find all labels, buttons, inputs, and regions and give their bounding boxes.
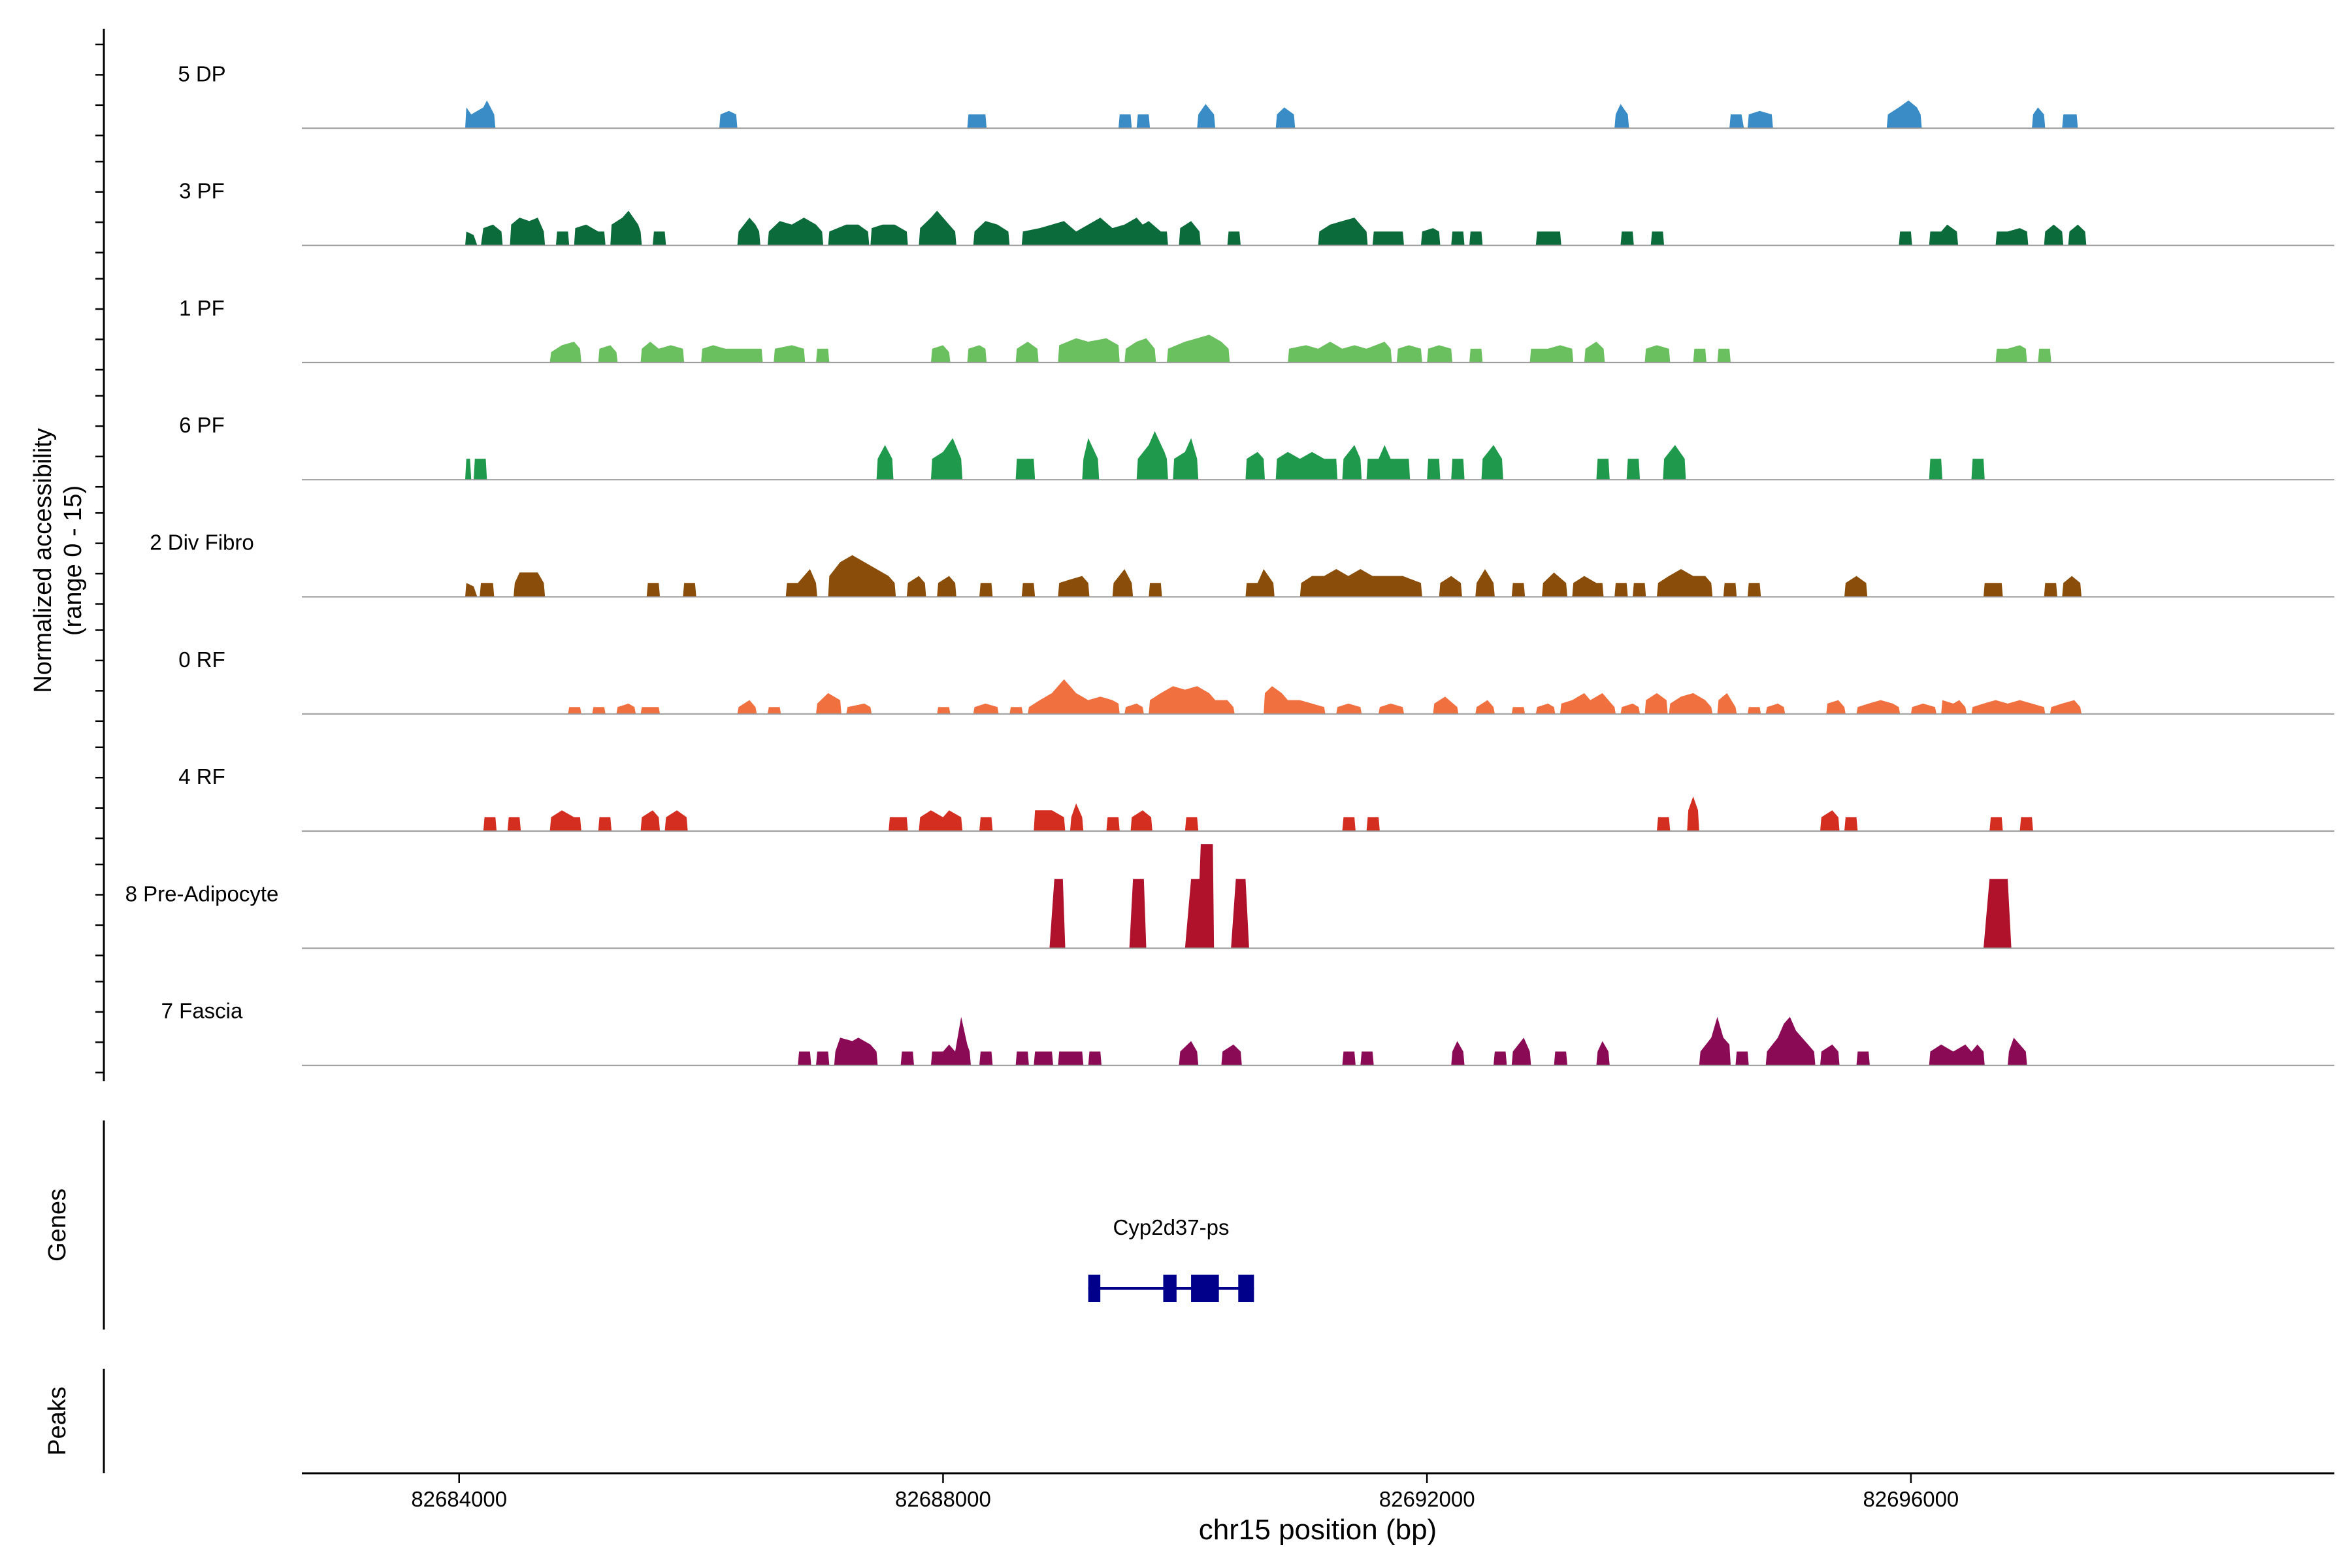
track-5-dp: 5 DP — [178, 61, 2334, 129]
coverage-tracks: 5 DP 3 PF 1 PF 6 PF 2 Div Fibro 0 RF 4 RF 8 Pre… — [125, 61, 2334, 1066]
coverage-area-4-rf — [483, 796, 2033, 832]
gene-exon — [1088, 1275, 1101, 1302]
track-label: 2 Div Fibro — [150, 531, 254, 555]
coverage-area-5-dp — [465, 100, 2078, 129]
track-label: 0 RF — [178, 647, 225, 672]
coverage-area-8-pre-adipocyte — [1049, 844, 2012, 949]
gene-track: Cyp2d37-ps — [1088, 1215, 1254, 1302]
track-7-fascia: 7 Fascia — [161, 999, 2334, 1066]
x-tick-label: 82684000 — [411, 1487, 507, 1511]
track-1-pf: 1 PF — [179, 296, 2334, 363]
x-axis-ticks: 82684000 82688000 82692000 82696000 — [411, 1473, 1959, 1511]
coverage-y-ticks — [95, 43, 104, 1073]
track-8-pre-adipocyte: 8 Pre-Adipocyte — [125, 844, 2334, 949]
x-tick-label: 82696000 — [1863, 1487, 1959, 1511]
x-tick-label: 82692000 — [1379, 1487, 1475, 1511]
gene-label: Cyp2d37-ps — [1113, 1215, 1230, 1239]
track-0-rf: 0 RF — [178, 647, 2334, 715]
y-axis-label-line1: Normalized accessibility — [29, 428, 57, 693]
genes-label: Genes — [44, 1188, 71, 1262]
track-label: 4 RF — [178, 764, 225, 789]
coverage-area-6-pf — [465, 431, 1985, 480]
track-label: 7 Fascia — [161, 999, 243, 1023]
coverage-area-1-pf — [549, 335, 2051, 363]
track-label: 3 PF — [179, 179, 225, 203]
coverage-area-7-fascia — [798, 1017, 2027, 1066]
track-label: 8 Pre-Adipocyte — [125, 881, 279, 906]
gene-cyp2d37-ps: Cyp2d37-ps — [1088, 1215, 1254, 1302]
x-tick-label: 82688000 — [895, 1487, 991, 1511]
track-6-pf: 6 PF — [179, 413, 2334, 481]
coverage-area-2-div-fibro — [465, 555, 2082, 597]
track-2-div-fibro: 2 Div Fibro — [150, 531, 2334, 598]
peaks-label: Peaks — [44, 1386, 71, 1456]
y-axis-label-line2: (range 0 - 15) — [59, 485, 87, 636]
x-axis-label: chr15 position (bp) — [1199, 1514, 1437, 1546]
gene-exon — [1191, 1275, 1219, 1302]
gene-exon — [1238, 1275, 1254, 1302]
track-label: 6 PF — [179, 413, 225, 437]
gene-exon — [1163, 1275, 1177, 1302]
track-label: 1 PF — [179, 296, 225, 320]
coverage-area-0-rf — [568, 679, 2082, 714]
track-label: 5 DP — [178, 61, 225, 86]
coverage-area-3-pf — [465, 210, 2087, 246]
track-4-rf: 4 RF — [178, 764, 2334, 832]
track-3-pf: 3 PF — [179, 179, 2334, 246]
